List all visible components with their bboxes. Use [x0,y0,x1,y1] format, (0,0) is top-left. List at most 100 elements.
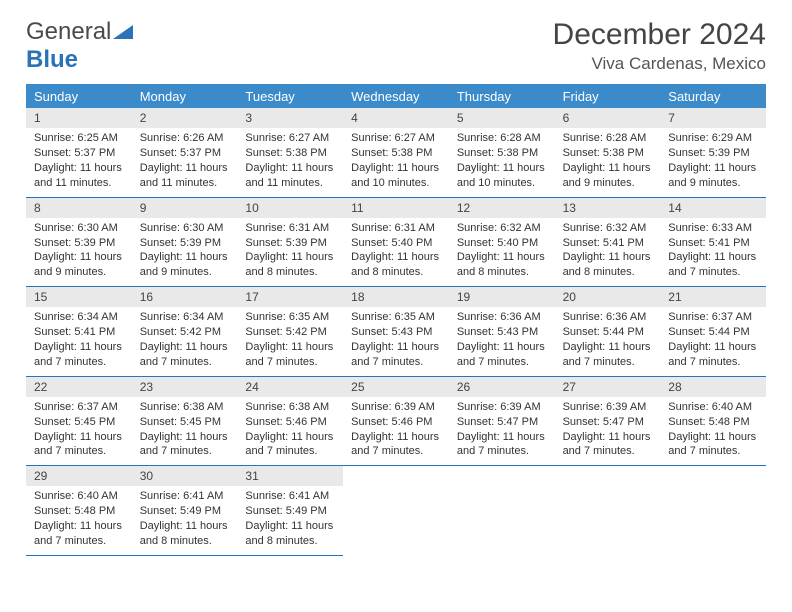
day-number: 15 [26,287,132,307]
day-number: 30 [132,466,238,486]
daylight-line: Daylight: 11 hours and 11 minutes. [245,161,335,191]
day-details: Sunrise: 6:31 AMSunset: 5:39 PMDaylight:… [237,221,343,280]
day-number: 26 [449,377,555,397]
day-details: Sunrise: 6:31 AMSunset: 5:40 PMDaylight:… [343,221,449,280]
day-number: 5 [449,108,555,128]
daylight-line: Daylight: 11 hours and 7 minutes. [457,340,547,370]
calendar-cell: 13 Sunrise: 6:32 AMSunset: 5:41 PMDayligh… [555,198,661,288]
day-number: 13 [555,198,661,218]
page-title: December 2024 [553,18,766,52]
calendar-cell: 15Sunrise: 6:34 AMSunset: 5:41 PMDayligh… [26,287,132,377]
calendar-cell: 24Sunrise: 6:38 AMSunset: 5:46 PMDayligh… [237,377,343,467]
day-details: Sunrise: 6:37 AMSunset: 5:44 PMDaylight:… [660,310,766,369]
sunrise-line: Sunrise: 6:31 AM [351,221,441,236]
calendar-cell: 19Sunrise: 6:36 AMSunset: 5:43 PMDayligh… [449,287,555,377]
calendar-cell: 17Sunrise: 6:35 AMSunset: 5:42 PMDayligh… [237,287,343,377]
daylight-line: Daylight: 11 hours and 11 minutes. [140,161,230,191]
sunrise-line: Sunrise: 6:37 AM [668,310,758,325]
weekday-heading: Monday [132,84,238,108]
day-number: 10 [237,198,343,218]
sunrise-line: Sunrise: 6:39 AM [351,400,441,415]
weekday-heading: Sunday [26,84,132,108]
day-number: 23 [132,377,238,397]
sunset-line: Sunset: 5:38 PM [245,146,335,161]
sunrise-line: Sunrise: 6:25 AM [34,131,124,146]
sunrise-line: Sunrise: 6:36 AM [563,310,653,325]
sunset-line: Sunset: 5:46 PM [245,415,335,430]
weekday-heading: Wednesday [343,84,449,108]
sunset-line: Sunset: 5:37 PM [34,146,124,161]
sunset-line: Sunset: 5:48 PM [34,504,124,519]
day-details: Sunrise: 6:26 AMSunset: 5:37 PMDaylight:… [132,131,238,190]
daylight-line: Daylight: 11 hours and 8 minutes. [245,250,335,280]
calendar-cell: 7Sunrise: 6:29 AMSunset: 5:39 PMDaylight… [660,108,766,198]
calendar-cell: 5Sunrise: 6:28 AMSunset: 5:38 PMDaylight… [449,108,555,198]
daylight-line: Daylight: 11 hours and 10 minutes. [351,161,441,191]
sunrise-line: Sunrise: 6:35 AM [245,310,335,325]
sunrise-line: Sunrise: 6:39 AM [563,400,653,415]
day-details: Sunrise: 6:30 AMSunset: 5:39 PMDaylight:… [132,221,238,280]
day-number: 9 [132,198,238,218]
daylight-line: Daylight: 11 hours and 7 minutes. [668,250,758,280]
sunrise-line: Sunrise: 6:30 AM [34,221,124,236]
sunrise-line: Sunrise: 6:40 AM [668,400,758,415]
day-details: Sunrise: 6:32 AMSunset: 5:41 PMDaylight:… [555,221,661,280]
sunset-line: Sunset: 5:43 PM [457,325,547,340]
sunrise-line: Sunrise: 6:28 AM [457,131,547,146]
day-number: 11 [343,198,449,218]
day-details: Sunrise: 6:27 AMSunset: 5:38 PMDaylight:… [237,131,343,190]
calendar-cell: 16Sunrise: 6:34 AMSunset: 5:42 PMDayligh… [132,287,238,377]
daylight-line: Daylight: 11 hours and 9 minutes. [34,250,124,280]
calendar-cell: 12Sunrise: 6:32 AMSunset: 5:40 PMDayligh… [449,198,555,288]
calendar-cell [449,466,555,556]
day-number: 3 [237,108,343,128]
sunset-line: Sunset: 5:39 PM [34,236,124,251]
day-details: Sunrise: 6:41 AMSunset: 5:49 PMDaylight:… [132,489,238,548]
sunrise-line: Sunrise: 6:26 AM [140,131,230,146]
daylight-line: Daylight: 11 hours and 11 minutes. [34,161,124,191]
day-number: 21 [660,287,766,307]
calendar-cell: 8 Sunrise: 6:30 AMSunset: 5:39 PMDaylight… [26,198,132,288]
day-number: 6 [555,108,661,128]
sunset-line: Sunset: 5:41 PM [668,236,758,251]
sunrise-line: Sunrise: 6:30 AM [140,221,230,236]
logo-triangle-icon [113,18,133,46]
day-details: Sunrise: 6:35 AMSunset: 5:43 PMDaylight:… [343,310,449,369]
daylight-line: Daylight: 11 hours and 9 minutes. [668,161,758,191]
daylight-line: Daylight: 11 hours and 7 minutes. [34,519,124,549]
sunrise-line: Sunrise: 6:29 AM [668,131,758,146]
day-details: Sunrise: 6:28 AMSunset: 5:38 PMDaylight:… [555,131,661,190]
day-details: Sunrise: 6:37 AMSunset: 5:45 PMDaylight:… [26,400,132,459]
sunset-line: Sunset: 5:46 PM [351,415,441,430]
day-number: 8 [26,198,132,218]
sunrise-line: Sunrise: 6:36 AM [457,310,547,325]
day-number: 1 [26,108,132,128]
calendar-cell: 18Sunrise: 6:35 AMSunset: 5:43 PMDayligh… [343,287,449,377]
daylight-line: Daylight: 11 hours and 7 minutes. [563,430,653,460]
daylight-line: Daylight: 11 hours and 7 minutes. [668,340,758,370]
sunrise-line: Sunrise: 6:27 AM [351,131,441,146]
sunrise-line: Sunrise: 6:32 AM [457,221,547,236]
daylight-line: Daylight: 11 hours and 7 minutes. [245,430,335,460]
day-details: Sunrise: 6:40 AMSunset: 5:48 PMDaylight:… [26,489,132,548]
day-number: 31 [237,466,343,486]
day-number: 4 [343,108,449,128]
daylight-line: Daylight: 11 hours and 7 minutes. [563,340,653,370]
sunrise-line: Sunrise: 6:40 AM [34,489,124,504]
calendar-cell: 14Sunrise: 6:33 AMSunset: 5:41 PMDayligh… [660,198,766,288]
calendar-body: 1Sunrise: 6:25 AMSunset: 5:37 PMDaylight… [26,108,766,556]
day-details: Sunrise: 6:29 AMSunset: 5:39 PMDaylight:… [660,131,766,190]
day-details: Sunrise: 6:40 AMSunset: 5:48 PMDaylight:… [660,400,766,459]
day-number: 24 [237,377,343,397]
day-details: Sunrise: 6:30 AMSunset: 5:39 PMDaylight:… [26,221,132,280]
calendar-cell [343,466,449,556]
day-details: Sunrise: 6:39 AMSunset: 5:47 PMDaylight:… [555,400,661,459]
calendar-cell: 29Sunrise: 6:40 AMSunset: 5:48 PMDayligh… [26,466,132,556]
day-number: 17 [237,287,343,307]
sunrise-line: Sunrise: 6:28 AM [563,131,653,146]
logo-word2: Blue [26,46,78,73]
calendar-cell: 22Sunrise: 6:37 AMSunset: 5:45 PMDayligh… [26,377,132,467]
day-details: Sunrise: 6:36 AMSunset: 5:44 PMDaylight:… [555,310,661,369]
day-details: Sunrise: 6:25 AMSunset: 5:37 PMDaylight:… [26,131,132,190]
daylight-line: Daylight: 11 hours and 9 minutes. [140,250,230,280]
